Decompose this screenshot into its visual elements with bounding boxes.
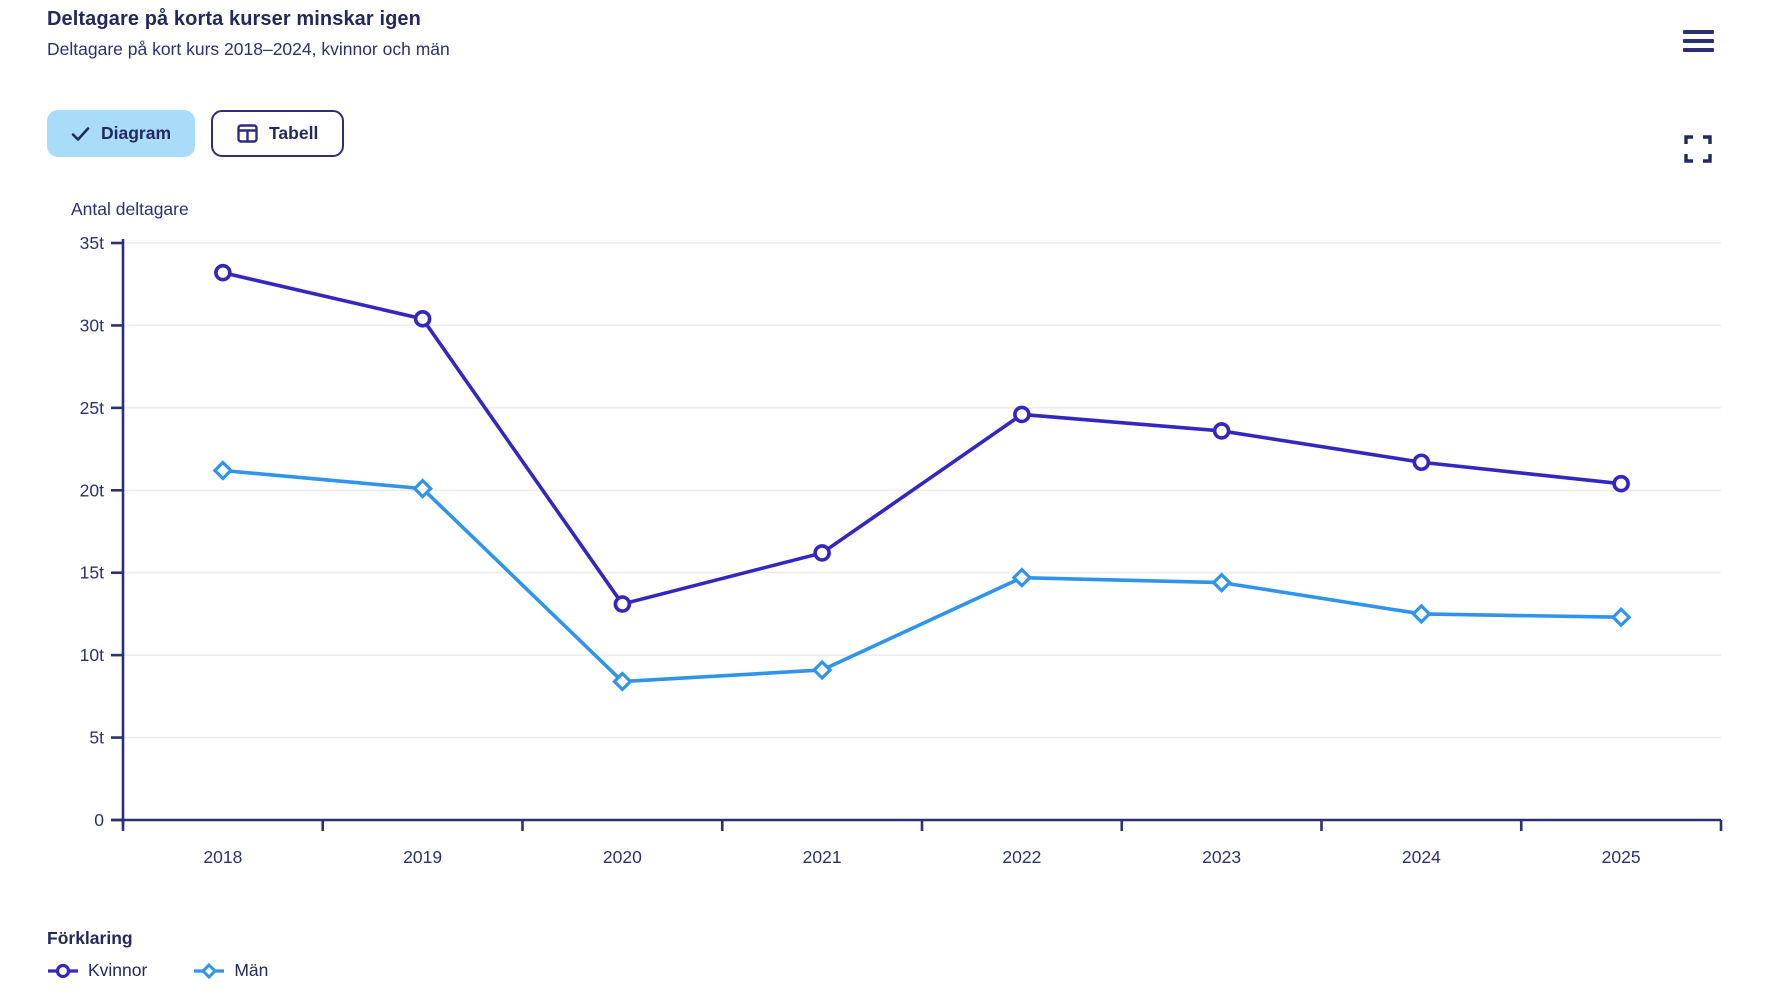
fullscreen-button[interactable] (1678, 130, 1718, 170)
data-point-diamond[interactable] (412, 478, 433, 499)
y-axis-title: Antal deltagare (71, 199, 189, 219)
legend-item-mn[interactable]: Män (193, 960, 268, 981)
legend-item-label: Kvinnor (88, 960, 148, 980)
tab-tabell-label: Tabell (269, 123, 319, 143)
legend-item-kvinnor[interactable]: Kvinnor (47, 960, 147, 981)
data-point-circle[interactable] (413, 310, 432, 328)
x-tick-label: 2021 (803, 847, 842, 867)
legend-marker-circle-icon (48, 963, 78, 978)
data-point-circle[interactable] (1212, 422, 1231, 440)
legend-title: Förklaring (47, 928, 133, 948)
x-tick-label: 2019 (403, 847, 442, 867)
x-tick-label: 2018 (203, 847, 242, 867)
y-tick-label: 20t (80, 480, 104, 500)
legend-marker-diamond-icon (194, 962, 225, 979)
series-line-mn (221, 468, 1623, 684)
hamburger-icon (1682, 30, 1714, 34)
tab-diagram[interactable]: Diagram (47, 110, 196, 157)
y-tick-label: 30t (80, 315, 104, 335)
series-line-kvinnor (221, 270, 1623, 606)
legend: Kvinnor Män (47, 960, 268, 981)
menu-button[interactable] (1678, 22, 1718, 60)
data-point-diamond[interactable] (612, 671, 633, 692)
y-tick-label: 15t (80, 563, 104, 583)
data-point-diamond[interactable] (1011, 567, 1033, 588)
y-tick-label: 35t (80, 233, 104, 253)
x-tick-label: 2023 (1202, 847, 1241, 867)
y-tick-label: 25t (80, 398, 104, 418)
page-title: Deltagare på korta kurser minskar igen (47, 8, 421, 30)
view-switcher: Diagram Tabell (47, 110, 345, 157)
y-tick-label: 0 (94, 810, 104, 830)
x-tick-label: 2024 (1402, 847, 1441, 867)
x-tick-label: 2025 (1602, 847, 1641, 867)
fullscreen-icon (1684, 134, 1712, 167)
x-tick-label: 2022 (1002, 847, 1041, 867)
y-tick-label: 5t (89, 728, 104, 748)
line-chart: 0 5t 10t 15t 20t 25t 30t 35t 2018 2019 2020 2021 202… (80, 233, 1723, 867)
data-point-diamond[interactable] (212, 460, 234, 481)
data-point-diamond[interactable] (811, 659, 833, 681)
data-point-circle[interactable] (1612, 474, 1630, 493)
data-point-diamond[interactable] (1610, 606, 1632, 628)
data-point-diamond[interactable] (1211, 572, 1232, 593)
page-subtitle: Deltagare på kort kurs 2018–2024, kvinno… (47, 39, 450, 59)
data-point-circle[interactable] (1412, 453, 1431, 472)
legend-item-label: Män (234, 960, 269, 980)
data-point-circle[interactable] (214, 263, 232, 282)
data-point-circle[interactable] (1013, 405, 1031, 424)
checkmark-icon (71, 126, 90, 142)
table-icon (237, 124, 258, 143)
x-tick-label: 2020 (603, 847, 642, 867)
data-point-circle[interactable] (613, 595, 632, 613)
y-tick-label: 10t (80, 645, 104, 665)
data-point-diamond[interactable] (1411, 603, 1432, 625)
tab-diagram-label: Diagram (101, 123, 172, 143)
data-point-circle[interactable] (813, 544, 831, 562)
tab-tabell[interactable]: Tabell (211, 110, 345, 157)
